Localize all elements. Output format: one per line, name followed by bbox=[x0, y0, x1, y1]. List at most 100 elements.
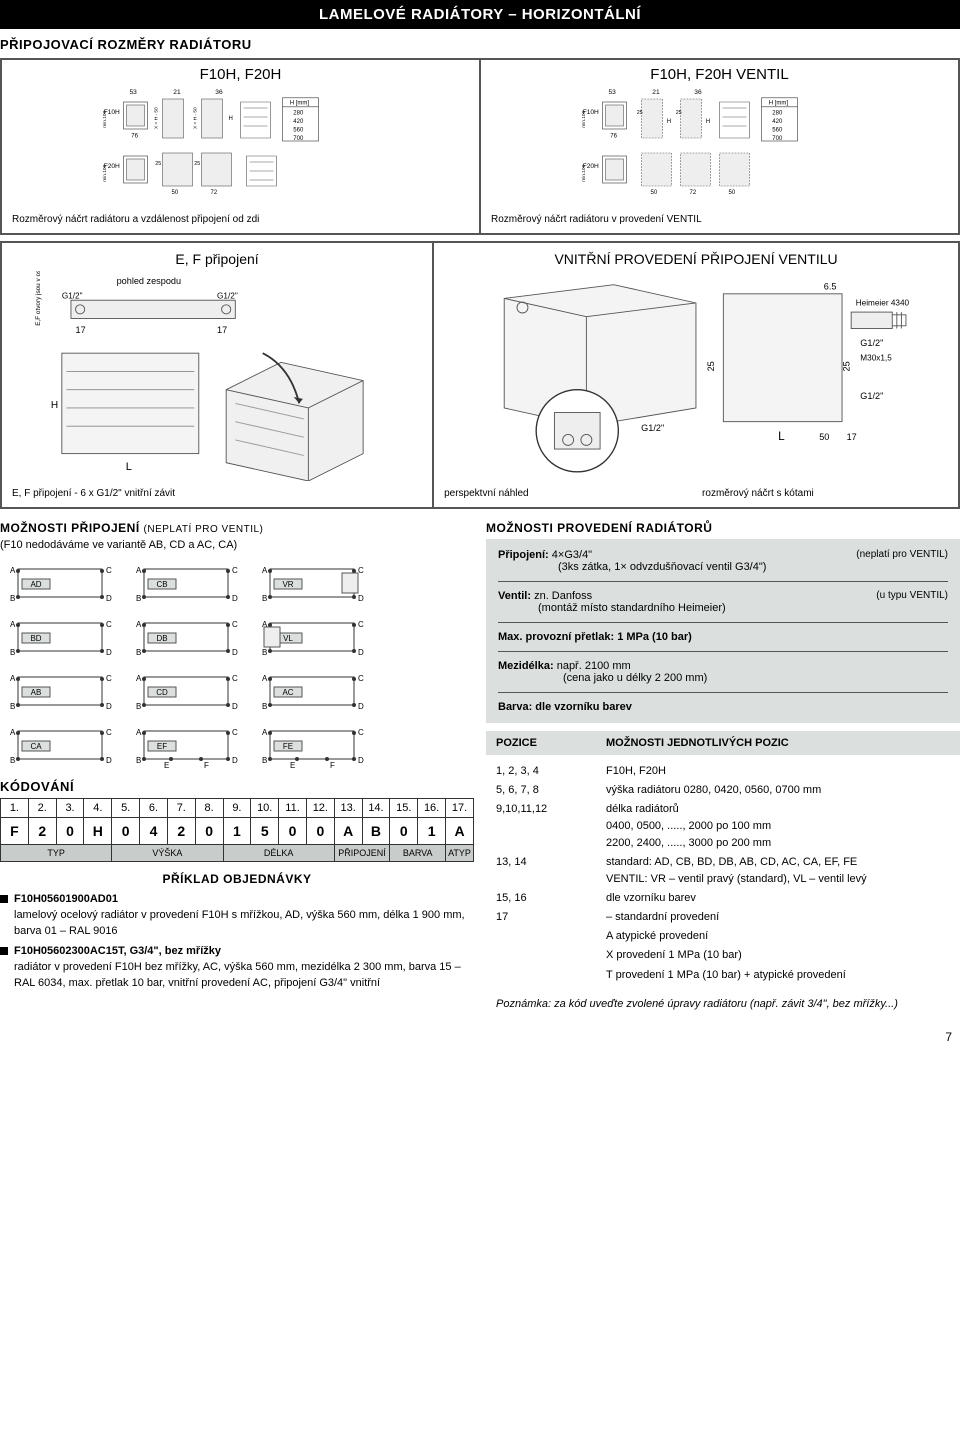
svg-text:C: C bbox=[232, 620, 238, 629]
pozice-row: 13, 14standard: AD, CB, BD, DB, AB, CD, … bbox=[496, 854, 950, 888]
page-number: 7 bbox=[0, 1014, 960, 1052]
svg-text:21: 21 bbox=[173, 89, 181, 96]
svg-text:6.5: 6.5 bbox=[824, 281, 837, 291]
svg-text:DB: DB bbox=[156, 634, 167, 643]
svg-text:H: H bbox=[706, 119, 710, 125]
svg-text:AC: AC bbox=[282, 688, 293, 697]
svg-text:25: 25 bbox=[194, 161, 200, 167]
svg-text:D: D bbox=[106, 702, 112, 711]
svg-text:A: A bbox=[136, 728, 142, 737]
mid-caption-persp: perspektvní náhled bbox=[438, 484, 696, 503]
code-pos: 5. bbox=[112, 799, 140, 818]
svg-text:F: F bbox=[330, 761, 335, 769]
code-val: 0 bbox=[390, 818, 418, 845]
svg-text:A: A bbox=[136, 620, 142, 629]
code-pos: 9. bbox=[223, 799, 251, 818]
svg-text:G1/2": G1/2" bbox=[860, 338, 883, 348]
svg-text:A: A bbox=[10, 566, 16, 575]
svg-text:H [mm]: H [mm] bbox=[290, 100, 310, 106]
svg-text:700: 700 bbox=[293, 136, 304, 142]
svg-text:EF: EF bbox=[157, 742, 167, 751]
code-pos: 4. bbox=[84, 799, 112, 818]
svg-text:C: C bbox=[232, 566, 238, 575]
svg-text:CD: CD bbox=[156, 688, 168, 697]
code-pos: 2. bbox=[28, 799, 56, 818]
svg-text:Heimeier 4340: Heimeier 4340 bbox=[856, 299, 910, 308]
svg-text:E,F otvory jsou v ose s bočním: E,F otvory jsou v ose s bočními bbox=[35, 271, 42, 326]
svg-text:50: 50 bbox=[172, 190, 179, 196]
code-val: H bbox=[84, 818, 112, 845]
example-title: PŘÍKLAD OBJEDNÁVKY bbox=[0, 872, 474, 886]
svg-text:A: A bbox=[136, 674, 142, 683]
mid-left-diagram: E, F připojení pohled zespodu G1/2" G1/2… bbox=[1, 242, 433, 508]
svg-text:CA: CA bbox=[30, 742, 42, 751]
mid-right-title: VNITŘNÍ PROVEDENÍ PŘIPOJENÍ VENTILU bbox=[438, 247, 954, 271]
code-pos: 16. bbox=[418, 799, 446, 818]
svg-text:B: B bbox=[136, 756, 141, 765]
svg-text:H: H bbox=[667, 119, 671, 125]
code-lbl: PŘIPOJENÍ bbox=[334, 845, 390, 862]
svg-text:560: 560 bbox=[772, 127, 783, 133]
svg-text:50: 50 bbox=[651, 190, 658, 196]
svg-text:C: C bbox=[358, 728, 364, 737]
mid-right-diagram: VNITŘNÍ PROVEDENÍ PŘIPOJENÍ VENTILU G1/2… bbox=[433, 242, 959, 508]
svg-text:A: A bbox=[10, 674, 16, 683]
svg-text:C: C bbox=[358, 566, 364, 575]
svg-text:A: A bbox=[10, 728, 16, 737]
left-column: MOŽNOSTI PŘIPOJENÍ (NEPLATÍ PRO VENTIL) … bbox=[0, 521, 474, 1014]
svg-text:min.100: min.100 bbox=[581, 164, 587, 181]
svg-text:B: B bbox=[136, 594, 141, 603]
code-pos: 11. bbox=[279, 799, 307, 818]
diagram-ventil-inner: G1/2" 6.5 Heimeier 4340 25 25 G1/2" M30x… bbox=[438, 271, 954, 481]
code-pos: 3. bbox=[56, 799, 84, 818]
svg-text:C: C bbox=[106, 674, 112, 683]
svg-text:L: L bbox=[778, 429, 785, 443]
conn-variant-db: DB A C B D bbox=[126, 613, 246, 661]
svg-text:H: H bbox=[51, 400, 58, 411]
code-val: 2 bbox=[167, 818, 195, 845]
code-table: 1.2.3.4.5.6.7.8.9.10.11.12.13.14.15.16.1… bbox=[0, 798, 474, 862]
conn-variant-ab: AB A C B D bbox=[0, 667, 120, 715]
svg-text:25: 25 bbox=[706, 361, 716, 371]
svg-text:76: 76 bbox=[131, 133, 138, 139]
svg-text:50: 50 bbox=[729, 190, 736, 196]
svg-text:53: 53 bbox=[130, 89, 138, 96]
conn-variant-ca: CA A C B D bbox=[0, 721, 120, 769]
top-left-diagram: F10H, F20H 53 21 36 F10H min.100 76 X = … bbox=[1, 59, 480, 234]
svg-text:21: 21 bbox=[652, 89, 660, 96]
svg-text:700: 700 bbox=[772, 136, 783, 142]
top-left-caption: Rozměrový náčrt radiátoru a vzdálenost p… bbox=[6, 210, 475, 229]
svg-text:17: 17 bbox=[76, 325, 86, 335]
svg-text:L: L bbox=[126, 461, 132, 473]
pozice-body: 1, 2, 3, 4F10H, F20H5, 6, 7, 8výška radi… bbox=[486, 755, 960, 994]
svg-text:25: 25 bbox=[676, 110, 682, 116]
diagram-svg-ventil: 53 21 36 F10H min.100 76 25 25 H H H [mm… bbox=[485, 87, 954, 207]
svg-text:420: 420 bbox=[772, 119, 783, 125]
svg-text:pohled zespodu: pohled zespodu bbox=[117, 276, 181, 286]
pozice-row: X provedení 1 MPa (10 bar) bbox=[496, 947, 950, 964]
svg-text:560: 560 bbox=[293, 127, 304, 133]
svg-text:25: 25 bbox=[841, 361, 851, 371]
svg-text:BD: BD bbox=[30, 634, 41, 643]
code-lbl: VÝŠKA bbox=[112, 845, 223, 862]
code-val: A bbox=[446, 818, 474, 845]
svg-text:D: D bbox=[106, 756, 112, 765]
svg-text:C: C bbox=[358, 674, 364, 683]
pozice-row: 9,10,11,12délka radiátorů 0400, 0500, ..… bbox=[496, 801, 950, 852]
svg-text:C: C bbox=[232, 728, 238, 737]
conn-variant-bd: BD A C B D bbox=[0, 613, 120, 661]
bullet-icon bbox=[0, 947, 8, 955]
svg-text:C: C bbox=[232, 674, 238, 683]
mid-diagram-block: E, F připojení pohled zespodu G1/2" G1/2… bbox=[0, 241, 960, 509]
pozice-row: 17– standardní provedení bbox=[496, 909, 950, 926]
kodovani-title: KÓDOVÁNÍ bbox=[0, 779, 474, 794]
svg-text:B: B bbox=[136, 702, 141, 711]
svg-text:36: 36 bbox=[694, 89, 702, 96]
svg-text:B: B bbox=[262, 594, 267, 603]
code-val: 1 bbox=[223, 818, 251, 845]
code-val: 0 bbox=[306, 818, 334, 845]
conn-variant-cd: CD A C B D bbox=[126, 667, 246, 715]
svg-text:72: 72 bbox=[690, 190, 697, 196]
svg-text:B: B bbox=[10, 648, 15, 657]
conn-variant-vl: VL A C B D bbox=[252, 613, 372, 661]
